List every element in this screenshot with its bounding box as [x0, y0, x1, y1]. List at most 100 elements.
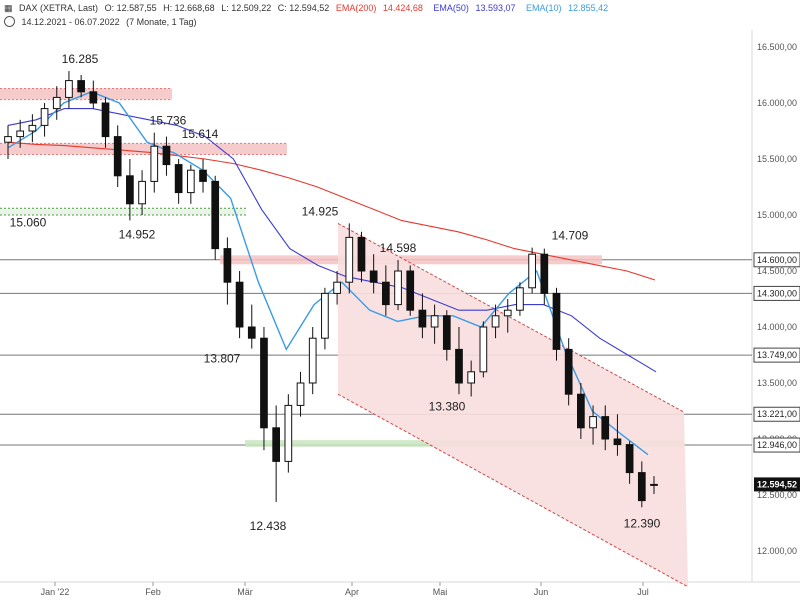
ohlc-open: O: 12.587,55 [104, 3, 157, 13]
date-range: 14.12.2021 - 06.07.2022 [21, 17, 120, 27]
candle [467, 360, 476, 397]
candle-body [637, 472, 646, 502]
candle [625, 441, 634, 484]
last-price-label: 12.594,52 [757, 479, 797, 489]
symbol-label: DAX (XETRA, Last) [19, 3, 99, 13]
price-annotation: 12.438 [250, 519, 287, 533]
candle [650, 476, 658, 494]
candle [16, 119, 25, 148]
candle-body [516, 287, 524, 311]
candle [199, 159, 207, 193]
x-tick-label: Jun [534, 587, 549, 597]
candle [637, 461, 646, 508]
candle [552, 287, 561, 361]
candle [564, 338, 573, 406]
price-annotation: 14.925 [302, 204, 339, 218]
ohlc-close: C: 12.594,52 [277, 3, 330, 13]
legend-ema50[interactable]: EMA(50) 13.593,07 [433, 3, 516, 13]
price-annotation: 14.709 [552, 229, 589, 243]
candle-body [186, 169, 195, 194]
candle [223, 237, 232, 305]
candle-body [369, 270, 378, 283]
y-tick-label: 16.000,00 [757, 98, 797, 108]
candle [28, 114, 37, 143]
y-tick-label: 13.500,00 [757, 378, 797, 388]
y-tick-label: 12.000,00 [757, 546, 797, 556]
candle [40, 103, 49, 137]
candle-body [333, 281, 341, 294]
candle [162, 136, 171, 176]
last-price-badge [754, 477, 800, 492]
candle [430, 304, 439, 344]
candle-body [77, 80, 85, 93]
price-annotation: 14.952 [119, 227, 156, 241]
ema50-line [7, 108, 657, 373]
price-annotation: 14.598 [380, 241, 417, 255]
level-badge [753, 285, 800, 301]
candle [138, 170, 146, 215]
candle-body [552, 292, 561, 350]
candle-body [650, 483, 658, 486]
x-tick-label: Apr [345, 587, 359, 597]
candle-body [601, 416, 610, 440]
candle-body [223, 248, 232, 283]
candle [333, 271, 341, 305]
candle-body [284, 404, 293, 462]
level-badge [753, 252, 800, 268]
candle-body [162, 145, 171, 166]
candle-body [577, 393, 585, 429]
candle-body [613, 438, 622, 446]
candle-body [113, 136, 122, 177]
candles-icon: ▦ [4, 3, 13, 13]
level-label: 13.221,00 [757, 409, 797, 419]
candle-body [126, 175, 134, 205]
candle-body [150, 145, 159, 182]
candle-body [345, 236, 354, 283]
candle-body [418, 309, 427, 328]
candle-body [101, 102, 110, 138]
candle [65, 71, 73, 109]
candle [479, 321, 488, 378]
candle [126, 159, 134, 221]
y-tick-label: 14.000,00 [757, 322, 797, 332]
candle [174, 159, 183, 204]
legend-ema200[interactable]: EMA(200) 14.424,68 [335, 3, 423, 13]
candle-body [491, 315, 500, 328]
candle-body [52, 96, 61, 110]
y-tick-label: 15.000,00 [757, 210, 797, 220]
candle [491, 304, 500, 339]
candle [296, 371, 305, 417]
candle-body [296, 382, 305, 406]
level-label: 14.600,00 [757, 255, 797, 265]
candle [321, 287, 329, 350]
candle-body [455, 348, 463, 384]
resistance-zone-15600 [0, 143, 287, 155]
clock-icon [4, 16, 15, 27]
level-label: 14.300,00 [757, 288, 797, 298]
descending-channel [338, 223, 688, 587]
x-tick-label: Mai [433, 587, 448, 597]
candle [150, 132, 159, 193]
candle [211, 175, 220, 260]
candle [357, 231, 366, 283]
candle-body [381, 281, 390, 306]
price-annotation: 13.380 [429, 399, 466, 413]
chart-subheader: 14.12.2021 - 06.07.2022 (7 Monate, 1 Tag… [4, 16, 201, 27]
x-tick-label: Feb [145, 587, 161, 597]
candle-body [430, 315, 439, 328]
candle [369, 254, 378, 294]
price-annotation: 16.285 [62, 52, 99, 66]
channel-upper-line [337, 222, 685, 413]
candle-body [357, 236, 366, 272]
candle [516, 282, 524, 316]
legend-ema10[interactable]: EMA(10) 12.855,42 [526, 3, 609, 13]
level-badge [753, 347, 800, 363]
level-badge [753, 406, 800, 422]
candle [503, 299, 512, 333]
candle [113, 125, 122, 187]
chart-header: ▦ DAX (XETRA, Last) O: 12.587,55 H: 12.6… [4, 3, 616, 14]
price-annotation: 15.614 [182, 127, 219, 141]
price-annotation: 15.736 [150, 114, 187, 128]
candle-body [4, 136, 12, 143]
